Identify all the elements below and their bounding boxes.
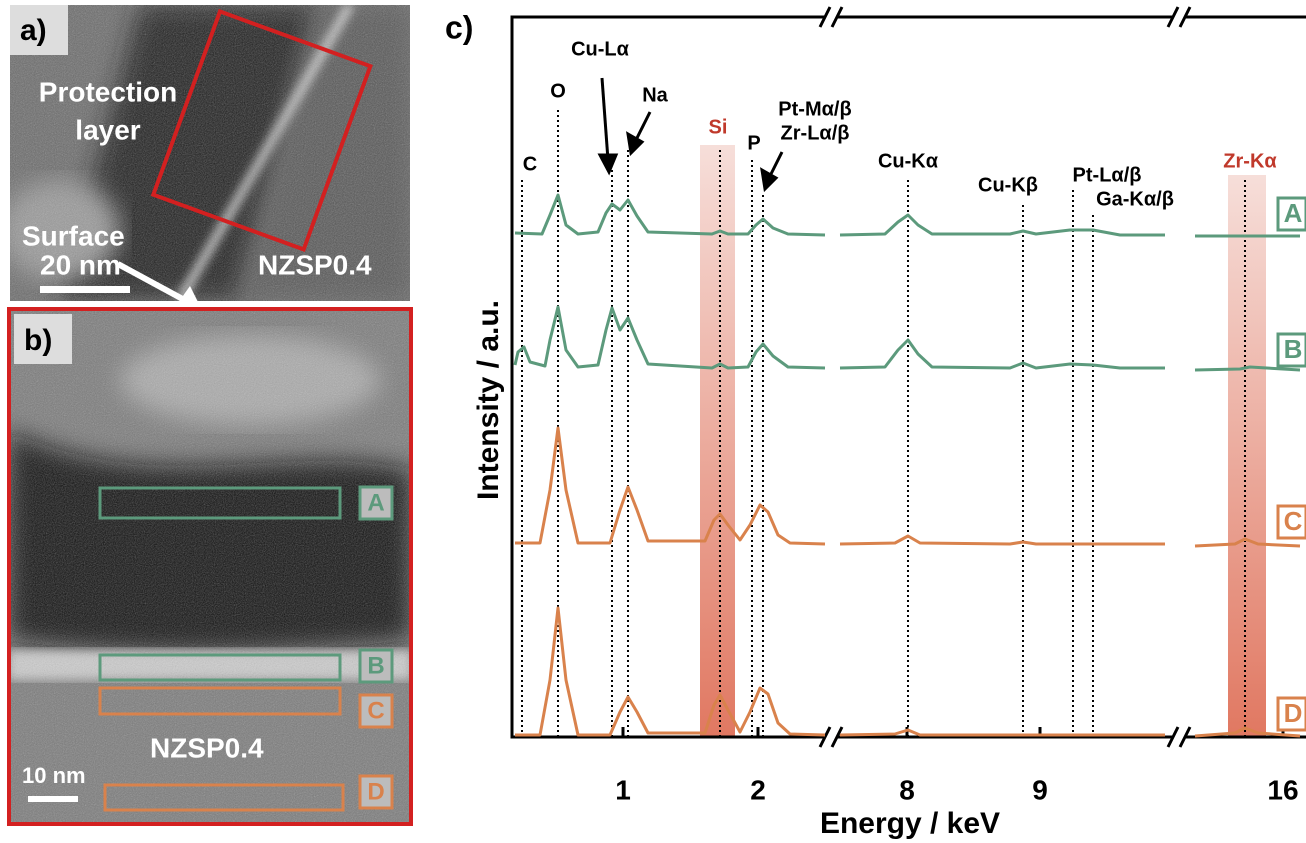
x-axis-label: Energy / keV — [820, 807, 1000, 840]
peak-label: Zr-Lα/β — [781, 122, 850, 144]
x-tick-label: 8 — [899, 774, 915, 805]
peak-label: P — [747, 132, 760, 154]
panel-label: b) — [24, 324, 52, 357]
spectrum-label: C — [1284, 506, 1303, 536]
annotation: Surface — [22, 220, 125, 251]
peak-label: Cu-Kβ — [978, 174, 1038, 196]
panel-b: b) A B C D NZSP0.4 10 nm — [7, 307, 413, 826]
panel-label: c) — [445, 9, 473, 45]
x-tick-label: 16 — [1267, 774, 1298, 805]
annotation: Protection — [39, 76, 177, 107]
x-tick-label: 1 — [615, 774, 631, 805]
spectra — [513, 193, 1301, 738]
peak-label: Na — [642, 84, 668, 106]
sample-label: NZSP0.4 — [150, 732, 264, 763]
y-axis-label: Intensity / a.u. — [472, 300, 505, 500]
x-tick-label: 2 — [750, 774, 766, 805]
panel-a: a) Protection layer Surface 20 nm NZSP0.… — [10, 5, 410, 310]
panel-label: a) — [20, 14, 47, 47]
region-label: D — [367, 778, 384, 805]
region-label: A — [367, 489, 384, 516]
peak-label: Cu-Lα — [571, 38, 630, 60]
peak-label: C — [523, 153, 537, 175]
peak-label: Si — [709, 116, 728, 138]
peak-label: O — [550, 80, 566, 102]
scale-label: 20 nm — [40, 249, 121, 280]
spectrum-label: A — [1284, 198, 1303, 228]
peak-label: Pt-Lα/β — [1073, 164, 1142, 186]
x-tick-label: 9 — [1032, 774, 1048, 805]
peak-label: Pt-Mα/β — [778, 98, 851, 120]
peak-label: Cu-Kα — [878, 150, 939, 172]
scale-label: 10 nm — [22, 763, 86, 788]
spectrum-label: B — [1284, 334, 1303, 364]
annotation: layer — [75, 114, 140, 145]
region-label: B — [367, 652, 384, 679]
region-label: C — [367, 697, 384, 724]
peak-label: Zr-Kα — [1223, 150, 1277, 172]
sample-label: NZSP0.4 — [258, 249, 372, 280]
spectrum-label: D — [1284, 698, 1303, 728]
panel-c: c) Intensity / a.u. Energ — [445, 6, 1306, 840]
peak-label: Ga-Kα/β — [1096, 188, 1174, 210]
